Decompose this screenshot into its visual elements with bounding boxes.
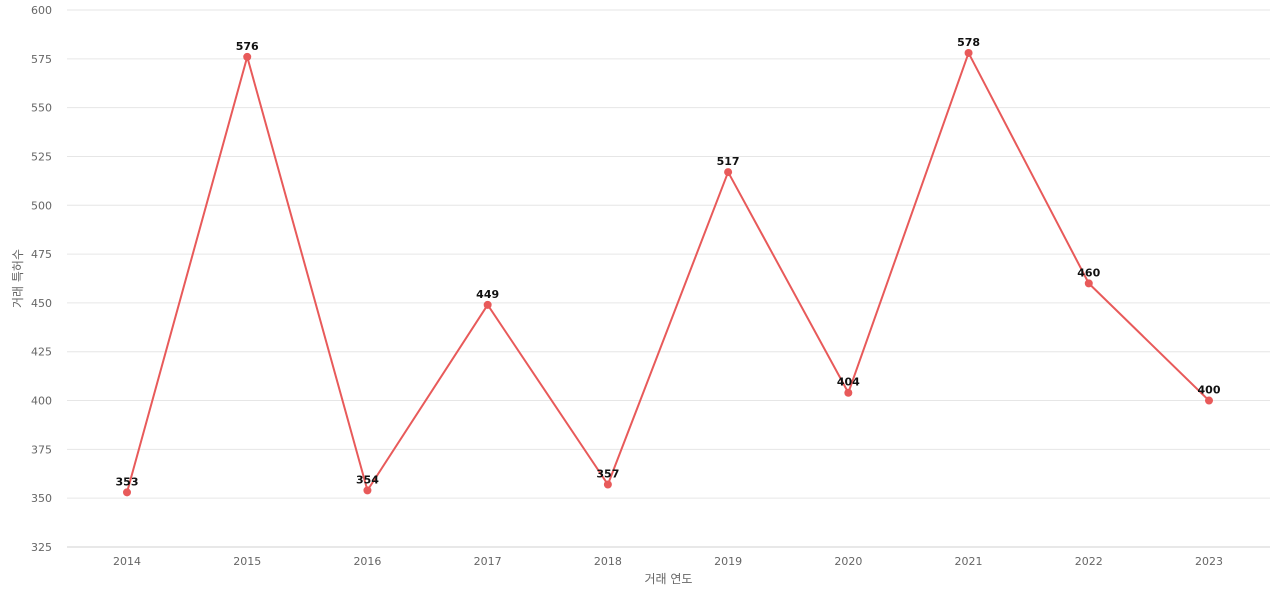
- x-tick-label: 2022: [1075, 555, 1103, 568]
- y-tick-label: 550: [31, 102, 52, 115]
- y-tick-label: 450: [31, 297, 52, 310]
- x-tick-label: 2019: [714, 555, 742, 568]
- data-label: 449: [476, 288, 499, 301]
- data-label: 357: [596, 468, 619, 481]
- data-label-layer: 353 576 354 449 357 517 404 578 460 400: [116, 36, 1221, 488]
- data-label: 460: [1077, 266, 1100, 279]
- data-point[interactable]: [363, 486, 372, 495]
- y-tick-label: 500: [31, 199, 52, 212]
- y-tick-label: 425: [31, 346, 52, 359]
- x-tick-label: 2017: [474, 555, 502, 568]
- data-point[interactable]: [483, 300, 492, 309]
- data-point[interactable]: [844, 388, 853, 397]
- y-tick-label: 575: [31, 53, 52, 66]
- data-point[interactable]: [1205, 396, 1213, 405]
- data-label: 400: [1198, 384, 1221, 397]
- data-label: 404: [837, 376, 860, 389]
- data-label: 517: [717, 155, 740, 168]
- y-tick-label: 400: [31, 395, 52, 408]
- x-tick-label: 2014: [113, 555, 141, 568]
- y-tick-label: 350: [31, 492, 52, 505]
- y-tick-label: 600: [31, 4, 52, 17]
- x-axis-title: 거래 연도: [645, 572, 693, 586]
- x-tick-label: 2021: [955, 555, 983, 568]
- y-axis-ticks: 325 350 375 400 425 450 475 500 525 550 575 600: [31, 4, 52, 554]
- x-tick-label: 2018: [594, 555, 622, 568]
- data-point[interactable]: [243, 52, 252, 61]
- x-tick-label: 2016: [353, 555, 381, 568]
- data-point[interactable]: [724, 168, 733, 177]
- series-layer: [123, 48, 1213, 497]
- y-tick-label: 375: [31, 443, 52, 456]
- y-tick-label: 325: [31, 541, 52, 554]
- x-tick-label: 2020: [834, 555, 862, 568]
- grid-layer: [67, 9, 1270, 548]
- y-tick-label: 475: [31, 248, 52, 261]
- series-line: [126, 50, 1210, 493]
- data-point[interactable]: [964, 48, 973, 57]
- y-axis-title: 거래 특허수: [11, 249, 25, 308]
- x-tick-label: 2015: [233, 555, 261, 568]
- data-point[interactable]: [603, 480, 612, 489]
- data-point[interactable]: [1084, 279, 1093, 288]
- x-axis-ticks: 2014 2015 2016 2017 2018 2019 2020 2021 2022 2023: [113, 555, 1223, 568]
- y-tick-label: 525: [31, 150, 52, 163]
- data-label: 578: [957, 36, 980, 49]
- x-tick-label: 2023: [1195, 555, 1223, 568]
- data-point[interactable]: [123, 488, 131, 497]
- data-label: 353: [116, 475, 139, 488]
- data-label: 354: [356, 473, 379, 486]
- data-label: 576: [236, 40, 259, 53]
